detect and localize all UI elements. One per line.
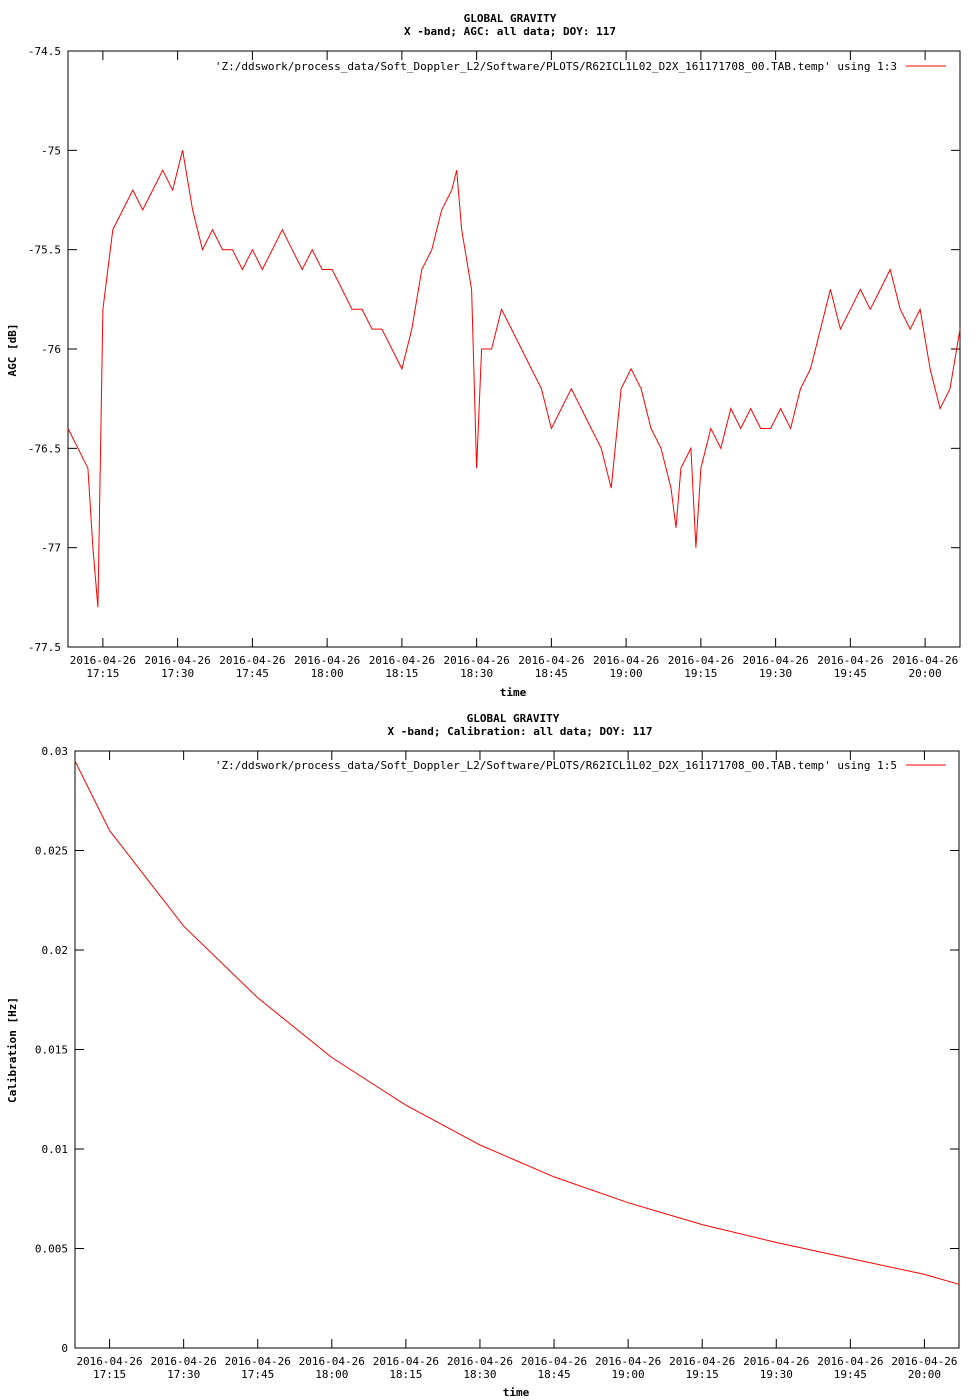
calibration-y-tick-label: 0.02: [42, 944, 69, 957]
agc-y-tick-label: -75: [41, 144, 61, 157]
agc-x-tick-time: 17:45: [236, 667, 269, 680]
calibration-chart-title: GLOBAL GRAVITY: [467, 712, 560, 725]
calibration-legend: 'Z:/ddswork/process_data/Soft_Doppler_L2…: [215, 759, 946, 772]
calibration-x-tick-date: 2016-04-26: [817, 1355, 883, 1368]
calibration-y-axis: 0 0.005 0.01 0.015 0.02 0.025 0.03: [35, 745, 959, 1355]
agc-x-tick-date: 2016-04-26: [369, 654, 435, 667]
agc-y-tick-label: -76: [41, 343, 61, 356]
calibration-chart-subtitle: X -band; Calibration: all data; DOY: 117: [388, 725, 653, 738]
agc-series-group: [67, 150, 961, 608]
calibration-y-tick-label: 0.03: [42, 745, 69, 758]
agc-x-tick-date: 2016-04-26: [668, 654, 734, 667]
calibration-series-line: [74, 760, 960, 1285]
calibration-y-tick-label: 0.025: [35, 845, 68, 858]
calibration-x-tick-time: 18:15: [389, 1368, 422, 1381]
agc-x-tick-time: 20:00: [909, 667, 942, 680]
calibration-y-tick-label: 0: [61, 1342, 68, 1355]
calibration-x-tick-time: 19:00: [612, 1368, 645, 1381]
agc-x-tick-time: 18:30: [460, 667, 493, 680]
agc-x-tick-date: 2016-04-26: [444, 654, 510, 667]
agc-x-tick-date: 2016-04-26: [145, 654, 211, 667]
agc-x-tick-time: 18:15: [385, 667, 418, 680]
agc-chart: GLOBAL GRAVITY X -band; AGC: all data; D…: [6, 12, 961, 699]
calibration-x-tick-date: 2016-04-26: [373, 1355, 439, 1368]
calibration-x-tick-date: 2016-04-26: [595, 1355, 661, 1368]
agc-chart-title: GLOBAL GRAVITY: [464, 12, 557, 25]
calibration-plot-frame: [74, 750, 960, 1349]
calibration-x-tick-time: 19:30: [760, 1368, 793, 1381]
calibration-x-tick-time: 17:15: [93, 1368, 126, 1381]
agc-y-tick-label: -76.5: [28, 442, 61, 455]
agc-x-tick-date: 2016-04-26: [518, 654, 584, 667]
calibration-chart: GLOBAL GRAVITY X -band; Calibration: all…: [6, 712, 960, 1399]
calibration-x-tick-time: 17:45: [241, 1368, 274, 1381]
agc-x-tick-time: 18:00: [311, 667, 344, 680]
calibration-x-tick-date: 2016-04-26: [447, 1355, 513, 1368]
agc-x-tick-date: 2016-04-26: [294, 654, 360, 667]
calibration-y-tick-label: 0.005: [35, 1243, 68, 1256]
agc-plot-frame: [67, 50, 961, 648]
calibration-x-tick-date: 2016-04-26: [299, 1355, 365, 1368]
calibration-y-tick-label: 0.01: [42, 1143, 69, 1156]
calibration-x-tick-time: 19:15: [686, 1368, 719, 1381]
calibration-x-tick-time: 18:30: [463, 1368, 496, 1381]
agc-series-line: [67, 150, 961, 608]
calibration-x-tick-date: 2016-04-26: [669, 1355, 735, 1368]
agc-x-tick-time: 19:30: [759, 667, 792, 680]
calibration-y-tick-label: 0.015: [35, 1044, 68, 1057]
calibration-y-axis-label: Calibration [Hz]: [6, 997, 19, 1103]
agc-x-tick-time: 19:45: [834, 667, 867, 680]
agc-x-tick-date: 2016-04-26: [70, 654, 136, 667]
calibration-x-axis-label: time: [503, 1386, 530, 1399]
agc-x-tick-time: 18:45: [535, 667, 568, 680]
calibration-series-group: [74, 760, 960, 1285]
agc-y-axis: -74.5 -75 -75.5 -76 -76.5 -77 -77.5: [28, 45, 960, 654]
calibration-x-tick-date: 2016-04-26: [891, 1355, 957, 1368]
calibration-x-tick-time: 20:00: [908, 1368, 941, 1381]
calibration-legend-label: 'Z:/ddswork/process_data/Soft_Doppler_L2…: [215, 759, 897, 772]
agc-x-tick-date: 2016-04-26: [219, 654, 285, 667]
agc-x-tick-time: 17:30: [161, 667, 194, 680]
calibration-x-tick-date: 2016-04-26: [521, 1355, 587, 1368]
agc-x-tick-date: 2016-04-26: [892, 654, 958, 667]
agc-chart-subtitle: X -band; AGC: all data; DOY: 117: [404, 25, 616, 38]
agc-x-tick-date: 2016-04-26: [593, 654, 659, 667]
agc-legend-label: 'Z:/ddswork/process_data/Soft_Doppler_L2…: [215, 60, 897, 73]
agc-y-axis-label: AGC [dB]: [6, 324, 19, 377]
agc-y-tick-label: -77: [41, 542, 61, 555]
agc-x-tick-date: 2016-04-26: [743, 654, 809, 667]
agc-x-tick-time: 19:00: [610, 667, 643, 680]
agc-x-tick-date: 2016-04-26: [817, 654, 883, 667]
calibration-x-tick-date: 2016-04-26: [76, 1355, 142, 1368]
calibration-x-tick-date: 2016-04-26: [225, 1355, 291, 1368]
agc-y-tick-label: -77.5: [28, 641, 61, 654]
calibration-x-tick-time: 17:30: [167, 1368, 200, 1381]
agc-y-tick-label: -74.5: [28, 45, 61, 58]
calibration-x-tick-time: 18:45: [537, 1368, 570, 1381]
calibration-x-tick-time: 18:00: [315, 1368, 348, 1381]
calibration-x-axis: 2016-04-2617:152016-04-2617:302016-04-26…: [76, 751, 958, 1381]
calibration-x-tick-date: 2016-04-26: [151, 1355, 217, 1368]
agc-y-tick-label: -75.5: [28, 244, 61, 257]
calibration-x-tick-date: 2016-04-26: [743, 1355, 809, 1368]
agc-x-tick-time: 19:15: [684, 667, 717, 680]
agc-x-tick-time: 17:15: [86, 667, 119, 680]
agc-x-axis: 2016-04-2617:152016-04-2617:302016-04-26…: [70, 51, 958, 680]
agc-legend: 'Z:/ddswork/process_data/Soft_Doppler_L2…: [215, 60, 946, 73]
agc-x-axis-label: time: [500, 686, 527, 699]
calibration-x-tick-time: 19:45: [834, 1368, 867, 1381]
